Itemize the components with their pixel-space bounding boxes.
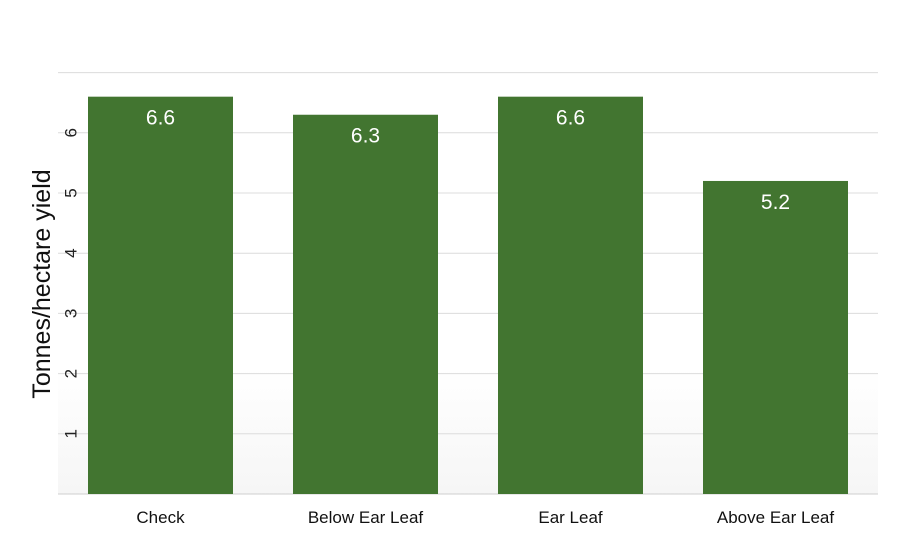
bar-data-label: 5.2 [761,191,790,214]
x-tick-label: Ear Leaf [538,508,603,527]
bar [498,96,643,495]
y-tick-label: 5 [62,188,81,197]
x-tick-label: Above Ear Leaf [717,508,834,527]
y-tick-label: 3 [62,309,81,318]
bars [88,96,848,495]
bar-data-label: 6.6 [146,107,175,130]
y-tick-label: 6 [62,128,81,137]
x-tick-label: Check [136,508,185,527]
x-tick-label: Below Ear Leaf [308,508,424,527]
y-tick-label: 2 [62,369,81,378]
bar [88,96,233,495]
bar-data-label: 6.6 [556,107,585,130]
y-tick-label: 4 [62,248,81,257]
y-axis-label: Tonnes/hectare yield [28,169,56,398]
bar-data-label: 6.3 [351,125,380,148]
data-labels: 6.6 6.3 6.6 5.2 [146,107,790,214]
y-axis-ticks: 1 2 3 4 5 6 [62,128,81,438]
bar [293,114,438,495]
x-axis-ticks: Check Below Ear Leaf Ear Leaf Above Ear Lea… [136,508,834,527]
bar [703,180,848,494]
y-tick-label: 1 [62,429,81,438]
